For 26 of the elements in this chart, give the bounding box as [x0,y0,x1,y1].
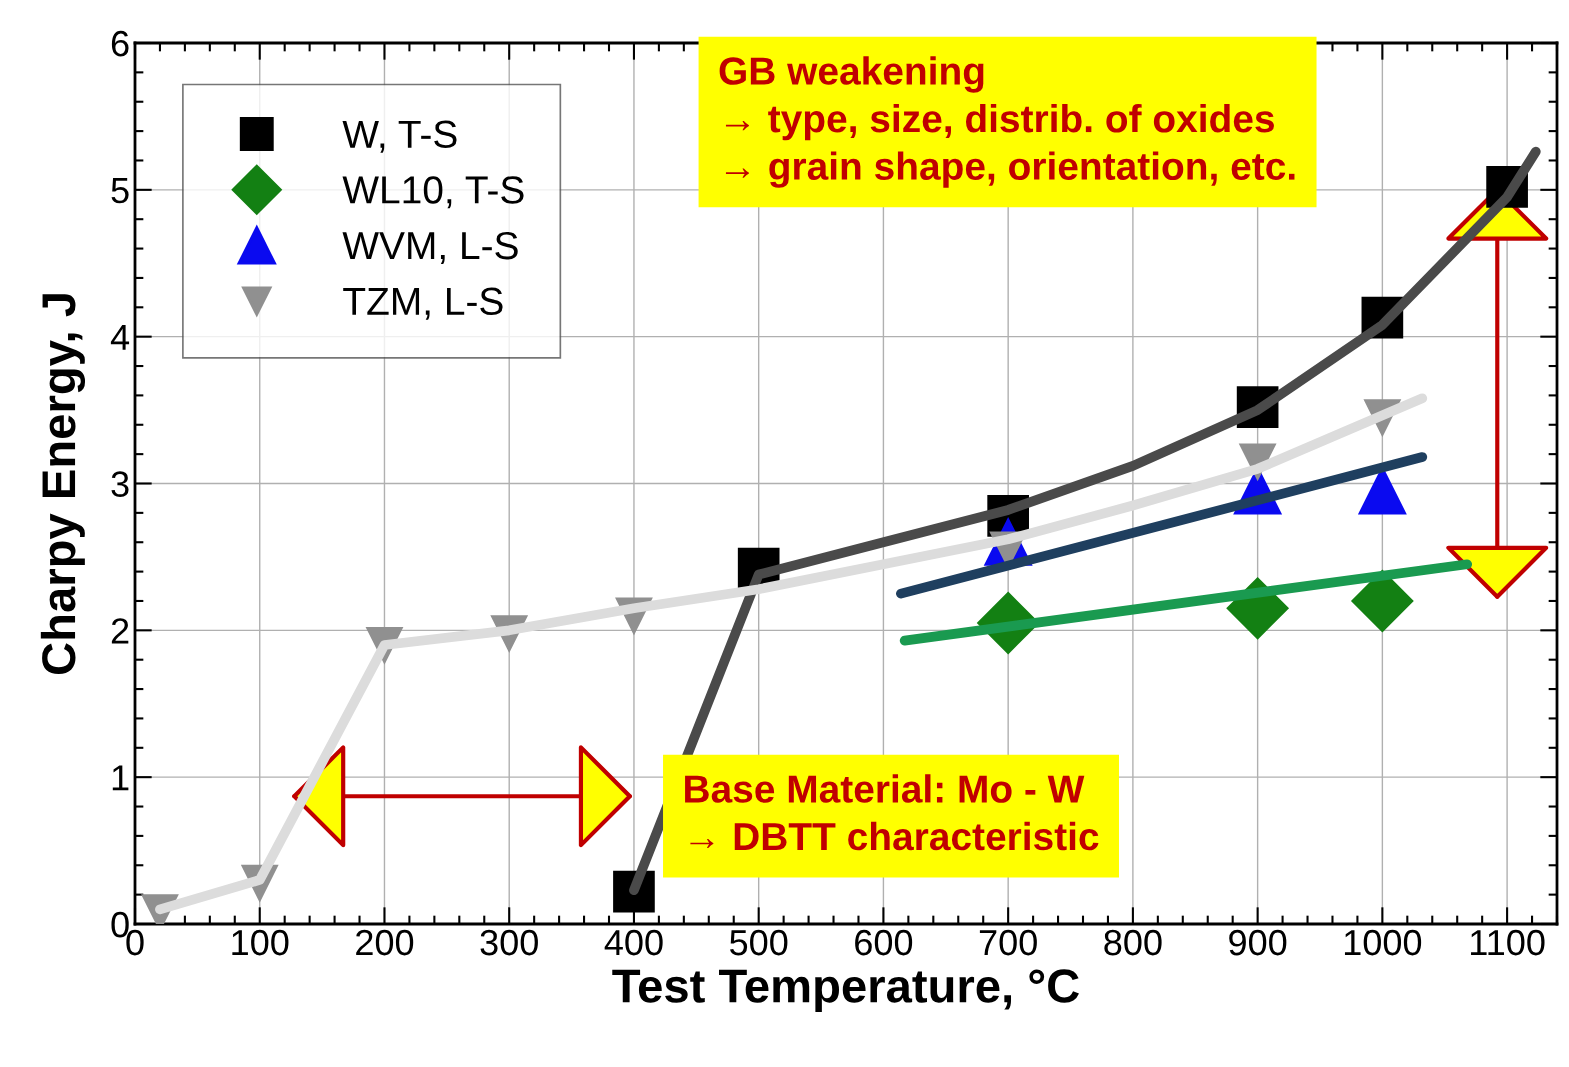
x-tick-label: 700 [979,929,1037,956]
x-tick-label: 500 [730,929,788,956]
x-tick-label: 200 [356,929,414,956]
legend-label: WVM, L-S [342,231,518,265]
x-tick-label: 400 [604,929,663,956]
y-axis-title: Charpy Energy, J [40,294,86,675]
y-tick-label: 5 [111,178,129,204]
y-tick-label: 6 [111,30,129,57]
y-tick-label: 2 [111,618,129,644]
x-tick-label: 100 [232,929,289,956]
x-tick-label: 1100 [1471,929,1545,956]
x-axis-title: Test Temperature, °C [612,969,1079,1013]
x-tick-label: 600 [855,929,913,956]
annotation: Base Material: Mo - W → DBTT characteristic [685,774,1099,851]
legend-label: W, T-S [342,120,457,153]
y-tick-label: 1 [112,765,129,791]
x-tick-label: 900 [1229,929,1287,956]
x-tick-label: 300 [480,929,538,956]
y-tick-label: 4 [110,324,130,350]
legend-label: TZM, L-S [343,287,503,320]
x-tick-label: 800 [1104,929,1162,956]
x-tick-label: 1000 [1344,929,1422,956]
legend-label: WL10, T-S [342,176,524,209]
y-tick-label: 3 [111,471,129,497]
annotation: GB weakening → type, size, distrib. of oxides → grain shape, orientation, etc. [719,56,1295,188]
point [1351,570,1414,632]
